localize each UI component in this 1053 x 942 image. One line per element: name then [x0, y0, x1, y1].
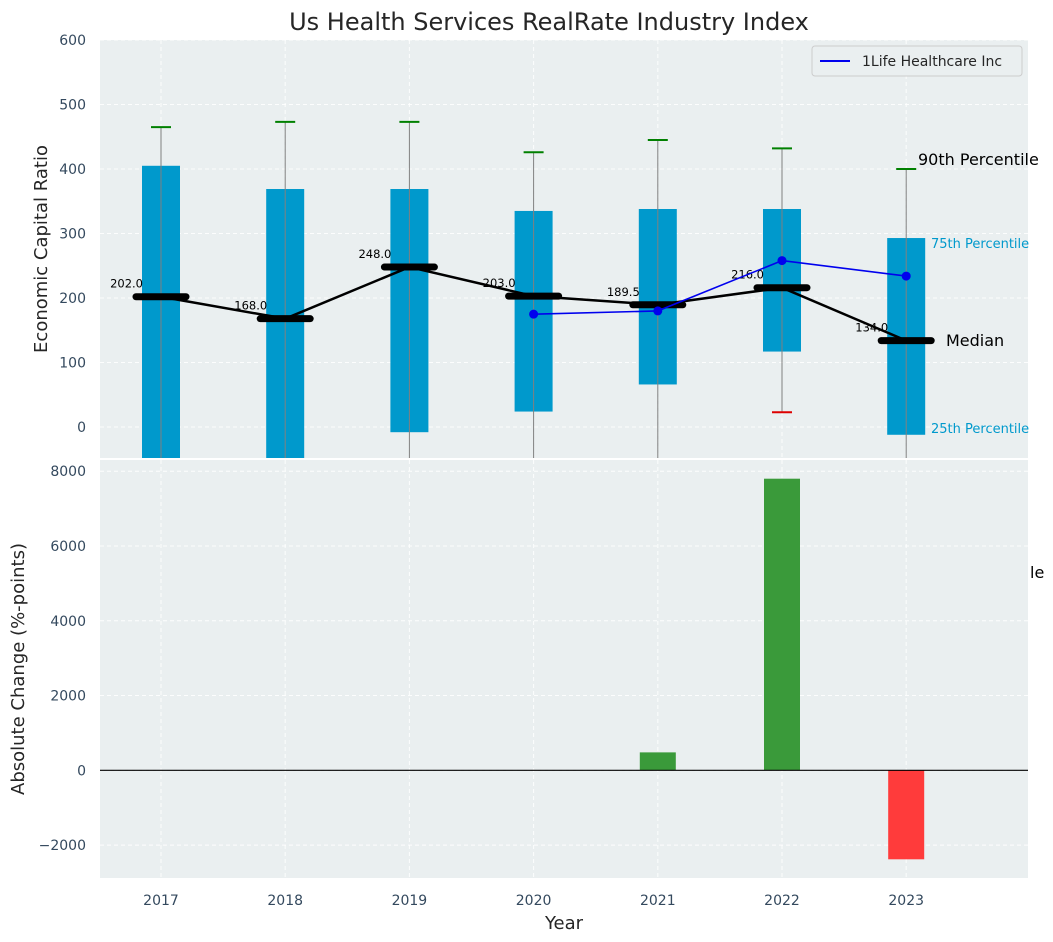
bottom-y-axis-label: Absolute Change (%-points) — [8, 543, 29, 795]
top-y-ticks: 0 100 200 300 400 500 600 — [59, 33, 86, 436]
median-value-label: 248.0 — [358, 247, 391, 261]
median-value-label: 202.0 — [110, 277, 143, 291]
x-tick-label: 2018 — [267, 893, 303, 909]
median-value-label: 134.0 — [855, 321, 888, 335]
company-point-2020 — [529, 309, 539, 319]
x-tick-label: 2017 — [143, 893, 179, 909]
top-y-axis-label: Economic Capital Ratio — [31, 145, 52, 353]
x-tick-label: 2023 — [888, 893, 924, 909]
bottom-y-tick-label: 8000 — [50, 464, 86, 480]
bottom-y-tick-label: 6000 — [50, 539, 86, 555]
annotation-90th-percentile: 90th Percentile — [918, 150, 1039, 169]
median-value-label: 189.5 — [607, 285, 640, 299]
x-tick-label: 2020 — [516, 893, 552, 909]
company-point-2022 — [777, 256, 787, 266]
top-y-tick-label: 100 — [59, 356, 86, 372]
top-y-tick-label: 600 — [59, 33, 86, 49]
company-series-line — [533, 259, 907, 315]
bottom-y-tick-label: 4000 — [50, 614, 86, 630]
bottom-y-tick-label: 2000 — [50, 689, 86, 705]
clipped-annotation-text: le — [1030, 563, 1044, 582]
annotation-median: Median — [946, 331, 1004, 350]
top-y-tick-label: 300 — [59, 227, 86, 243]
bottom-plot-background — [100, 460, 1028, 878]
bottom-y-ticks: −2000 0 2000 4000 6000 8000 — [39, 464, 86, 854]
top-y-tick-label: 500 — [59, 98, 86, 114]
bottom-y-tick-label: −2000 — [39, 838, 86, 854]
x-axis-label: Year — [544, 913, 584, 934]
annotation-25th-percentile: 25th Percentile — [931, 422, 1029, 437]
company-point-2021 — [653, 306, 663, 316]
top-y-tick-label: 400 — [59, 162, 86, 178]
top-y-tick-label: 200 — [59, 291, 86, 307]
x-tick-label: 2022 — [764, 893, 800, 909]
change-bar-2022 — [764, 478, 800, 771]
company-point-2023 — [901, 271, 911, 281]
chart-title: Us Health Services RealRate Industry Ind… — [289, 8, 809, 36]
change-bar-2023 — [888, 770, 925, 860]
annotation-75th-percentile: 75th Percentile — [931, 237, 1029, 252]
top-plot-background — [100, 40, 1028, 458]
x-tick-label: 2021 — [640, 893, 676, 909]
median-value-label: 168.0 — [234, 299, 267, 313]
change-bar-2021 — [639, 752, 676, 771]
legend-entry-company: 1Life Healthcare Inc — [862, 54, 1002, 70]
x-ticks: 2017 2018 2019 2020 2021 2022 2023 — [143, 893, 924, 909]
legend: 1Life Healthcare Inc — [811, 45, 1023, 77]
top-panel: 0 100 200 300 400 500 600 Economic Capital Rat… — [31, 33, 1039, 458]
x-tick-label: 2019 — [392, 893, 428, 909]
bottom-y-tick-label: 0 — [77, 763, 86, 779]
bottom-marks — [100, 478, 1028, 860]
median-value-label: 203.0 — [483, 276, 516, 290]
legend-box — [811, 45, 1023, 77]
top-y-tick-label: 0 — [77, 420, 86, 436]
